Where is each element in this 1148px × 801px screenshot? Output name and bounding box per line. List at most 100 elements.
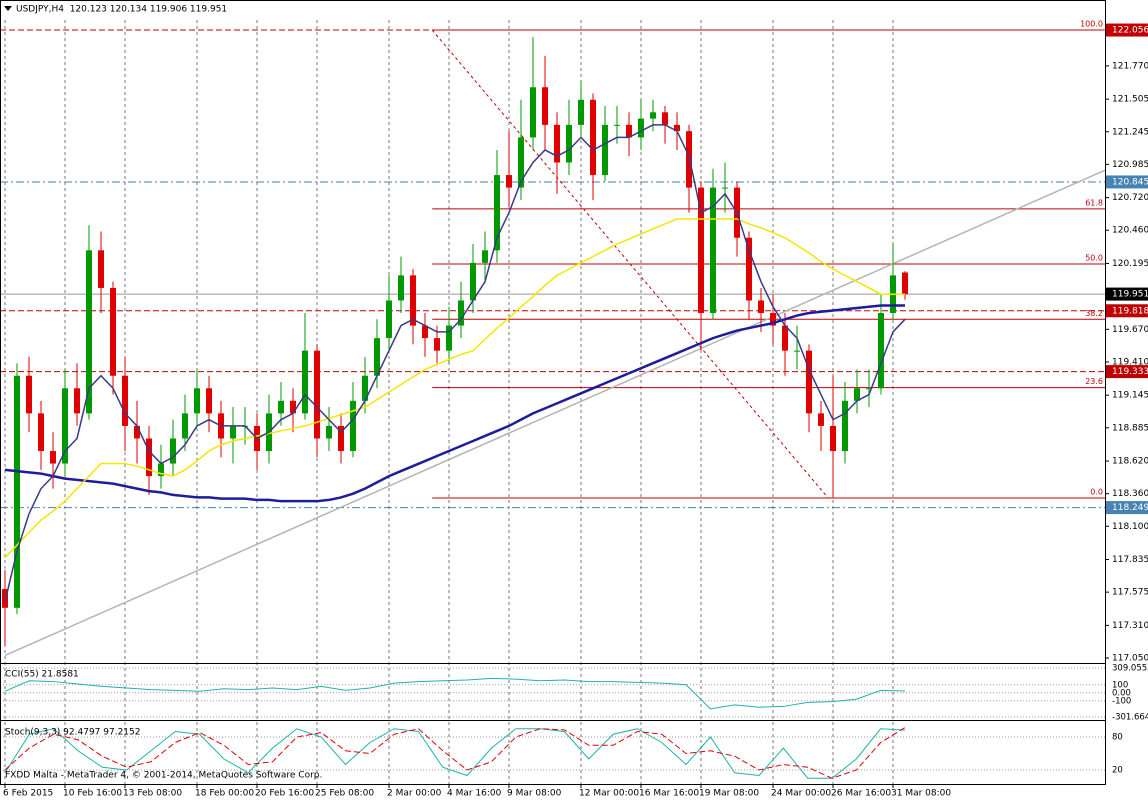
- indicator-tick-label: -301.6649: [1112, 713, 1148, 723]
- candle-body: [326, 425, 332, 439]
- candle-body: [302, 350, 308, 414]
- fib-label: 0.0: [1090, 488, 1103, 497]
- x-tick-label: 6 Feb 2015: [3, 789, 53, 799]
- price-level-box: [1106, 501, 1148, 515]
- fib-diagonal: [431, 29, 829, 499]
- y-tick-label: 119.670: [1112, 325, 1148, 335]
- moving-average: [4, 124, 906, 602]
- indicator-tick-label: 0.00: [1112, 688, 1131, 698]
- candle-body: [314, 350, 320, 439]
- candle-body: [386, 300, 392, 339]
- candle-body: [470, 262, 476, 301]
- candle-body: [878, 313, 884, 389]
- candle-body: [854, 388, 860, 401]
- candle-body: [794, 350, 800, 352]
- price-level-box: [1106, 23, 1148, 37]
- candle-body: [38, 413, 44, 452]
- y-tick-label: 118.885: [1112, 423, 1148, 433]
- indicator-line: [4, 727, 906, 779]
- y-tick-label: 117.310: [1112, 621, 1148, 631]
- indicator-title: CCI(55) 21.8581: [5, 670, 79, 680]
- candle-body: [26, 375, 32, 414]
- x-tick-label: 31 Mar 08:00: [891, 789, 951, 799]
- indicator-tick-label: -100: [1112, 696, 1131, 706]
- price-level-box: [1106, 175, 1148, 189]
- x-tick-label: 25 Feb 08:00: [315, 789, 374, 799]
- candle-body: [758, 300, 764, 314]
- candle-body: [482, 250, 488, 263]
- x-tick-label: 18 Feb 00:00: [195, 789, 254, 799]
- y-tick-label: 118.360: [1112, 489, 1148, 499]
- candle-body: [506, 175, 512, 188]
- candle-body: [206, 388, 212, 414]
- y-tick-label: 120.460: [1112, 226, 1148, 236]
- indicator-line: [4, 728, 906, 779]
- candle-body: [338, 425, 344, 452]
- price-level-label: 119.951: [1112, 290, 1148, 300]
- price-level-label: 119.818: [1112, 306, 1148, 316]
- candle-body: [122, 375, 128, 426]
- candle-body: [182, 413, 188, 439]
- candle-body: [542, 87, 548, 125]
- moving-average: [4, 304, 905, 503]
- y-tick-label: 121.505: [1112, 95, 1148, 105]
- candle-body: [410, 275, 416, 326]
- pane-frames: [0, 0, 1106, 785]
- candle-body: [806, 350, 812, 414]
- price-level-box: [1106, 304, 1148, 318]
- price-level-label: 118.249: [1112, 503, 1148, 513]
- candle-body: [422, 325, 428, 339]
- candle-body: [350, 400, 356, 452]
- fib-label: 100.0: [1080, 20, 1103, 29]
- candle-body: [86, 250, 92, 414]
- candle-body: [866, 388, 872, 390]
- candle-body: [902, 272, 908, 295]
- indicator-title: Stoch(9,3,3) 92.4797 97.2152: [5, 728, 140, 738]
- candle-body: [830, 425, 836, 452]
- candle-body: [590, 99, 596, 176]
- symbol-icon: [4, 6, 12, 11]
- candle-body: [722, 187, 728, 189]
- x-tick-label: 24 Mar 00:00: [771, 789, 831, 799]
- y-tick-label: 117.575: [1112, 588, 1148, 598]
- chart-title: USDJPY,H4 120.123 120.134 119.906 119.95…: [16, 5, 227, 15]
- fib-label: 38.2: [1085, 309, 1103, 318]
- y-tick-label: 119.410: [1112, 357, 1148, 367]
- x-tick-label: 19 Mar 08:00: [699, 789, 759, 799]
- candle-body: [362, 375, 368, 401]
- stoch-pane-frame: [0, 720, 1106, 785]
- candle-body: [614, 124, 620, 126]
- indicator-tick-label: 80: [1112, 733, 1123, 743]
- candle-body: [770, 313, 776, 326]
- candle-body: [626, 124, 632, 138]
- candle-body: [146, 438, 152, 477]
- candle-body: [374, 338, 380, 376]
- candle-body: [782, 325, 788, 351]
- candle-body: [134, 425, 140, 439]
- credit-text: FXDD Malta - MetaTrader 4, © 2001-2014, …: [5, 771, 322, 781]
- price-level-label: 120.845: [1112, 177, 1148, 187]
- candle-body: [602, 124, 608, 176]
- candle-body: [458, 300, 464, 326]
- y-tick-label: 120.720: [1112, 193, 1148, 203]
- candle-body: [698, 187, 704, 314]
- price-level-label: 119.333: [1112, 367, 1148, 377]
- price-level-box: [1106, 287, 1148, 301]
- candle-body: [290, 400, 296, 414]
- x-tick-label: 12 Mar 00:00: [579, 789, 639, 799]
- candle-body: [842, 400, 848, 452]
- candle-body: [14, 375, 20, 608]
- indicator-tick-label: 20: [1112, 766, 1123, 776]
- candle-body: [578, 99, 584, 125]
- candle-body: [110, 287, 116, 376]
- x-tick-label: 4 Mar 16:00: [447, 789, 502, 799]
- y-tick-label: 121.770: [1112, 61, 1148, 71]
- y-tick-label: 119.145: [1112, 391, 1148, 401]
- candle-body: [446, 325, 452, 351]
- y-tick-label: 118.620: [1112, 457, 1148, 467]
- fib-label: 61.8: [1085, 198, 1103, 207]
- indicator-line: [4, 677, 906, 710]
- candle-body: [194, 388, 200, 414]
- candle-body: [710, 187, 716, 314]
